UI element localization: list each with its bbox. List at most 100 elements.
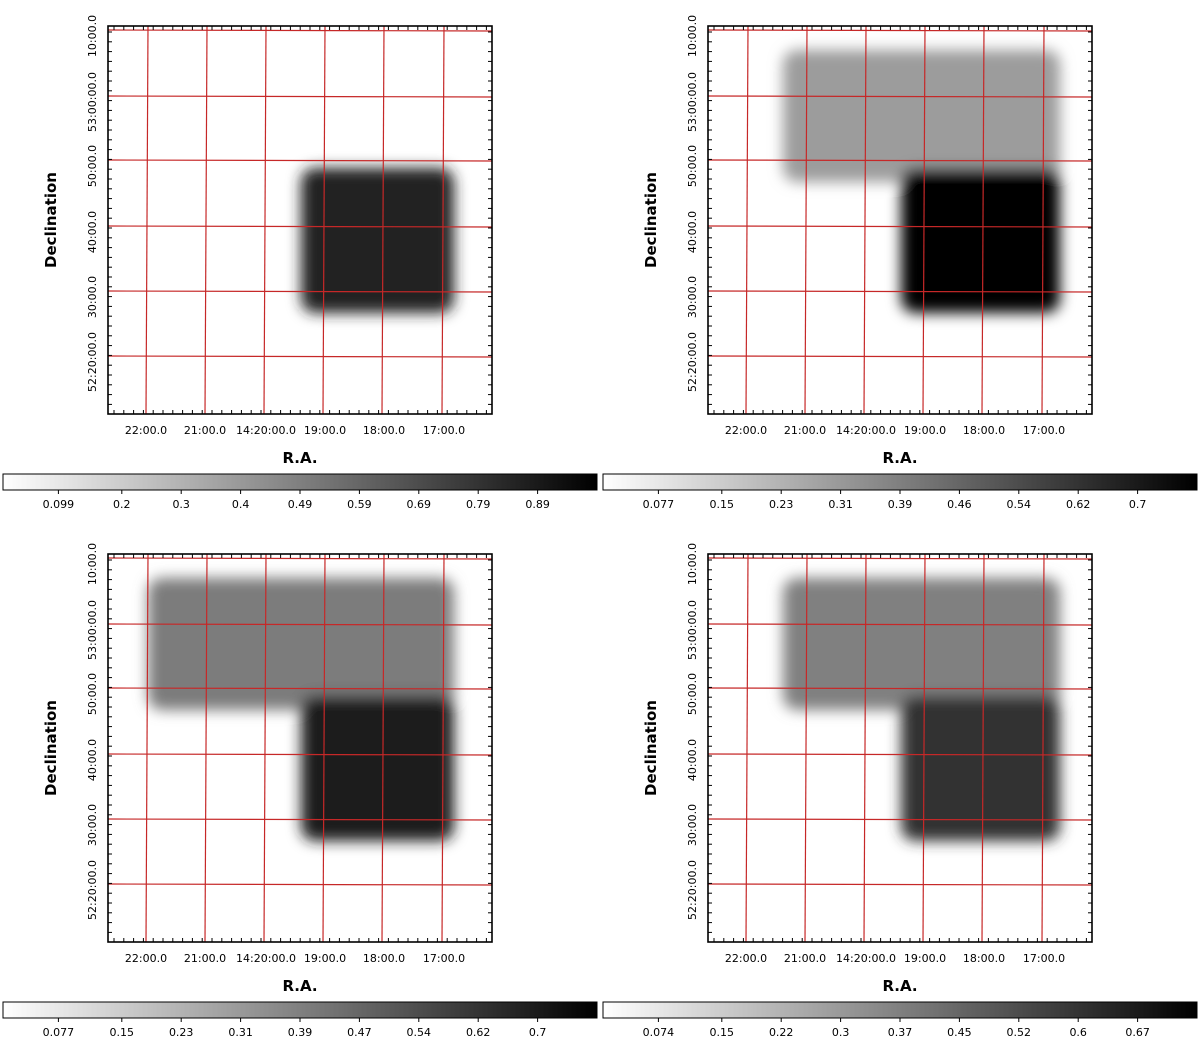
colorbar-tick-label: 0.15 — [110, 1026, 135, 1039]
ra-grid-line — [1041, 25, 1045, 415]
x-tick-label: 14:20:00.0 — [836, 952, 896, 965]
dec-grid-line — [707, 883, 1093, 886]
dec-grid-line — [707, 290, 1093, 293]
colorbar-tick-label: 0.37 — [888, 1026, 913, 1039]
ra-grid-line — [981, 25, 985, 415]
chart-svg-1: 22:00.0 21:00.0 14:20:00.0 19:00.0 18:00.0 17… — [2, 15, 598, 511]
dec-grid-line — [707, 687, 1093, 690]
dec-grid-line — [707, 29, 1093, 32]
panel-2: 22:00.0 21:00.0 14:20:00.0 19:00.0 18:00.0 17… — [600, 0, 1200, 528]
x-tick-label: 22:00.0 — [725, 424, 767, 437]
colorbar-tick-label: 0.23 — [169, 1026, 194, 1039]
colorbar-tick-label: 0.4 — [232, 498, 250, 511]
dec-grid-line — [107, 355, 493, 358]
colorbar-tick-label: 0.89 — [525, 498, 550, 511]
colorbar-tick-label: 0.52 — [1007, 1026, 1032, 1039]
x-tick-label: 21:00.0 — [784, 424, 826, 437]
x-tick-label: 14:20:00.0 — [236, 952, 296, 965]
ra-grid-line — [745, 553, 749, 943]
y-axis-title: Declination — [42, 172, 60, 268]
y-tick-label: 53:00:00.0 — [686, 600, 699, 660]
y-axis-title: Declination — [42, 700, 60, 796]
x-tick-label: 18:00.0 — [363, 952, 405, 965]
ra-grid-line — [145, 553, 149, 943]
colorbar-tick-label: 0.49 — [288, 498, 313, 511]
x-tick-label: 18:00.0 — [363, 424, 405, 437]
y-tick-label: 40:00.0 — [686, 739, 699, 781]
dec-grid-line — [707, 818, 1093, 821]
x-tick-label: 19:00.0 — [304, 952, 346, 965]
dec-grid-line — [107, 290, 493, 293]
colorbar-tick-label: 0.45 — [947, 1026, 972, 1039]
x-tick-label: 21:00.0 — [184, 424, 226, 437]
y-tick-label: 50:00.0 — [686, 673, 699, 715]
ra-grid-line — [863, 25, 867, 415]
x-tick-label: 21:00.0 — [784, 952, 826, 965]
dec-grid-line — [707, 753, 1093, 756]
x-axis-title: R.A. — [882, 449, 917, 467]
coverage-region — [301, 168, 454, 313]
colorbar-tick-label: 0.62 — [466, 1026, 491, 1039]
dec-grid-line — [107, 753, 493, 756]
dec-grid-line — [107, 623, 493, 626]
colorbar-tick-label: 0.23 — [769, 498, 794, 511]
dec-grid-line — [107, 818, 493, 821]
x-tick-label: 22:00.0 — [125, 424, 167, 437]
coverage-region — [901, 168, 1060, 313]
x-tick-label: 19:00.0 — [304, 424, 346, 437]
colorbar — [2, 1001, 598, 1019]
ra-grid-line — [263, 25, 267, 415]
colorbar-tick-label: 0.2 — [113, 498, 131, 511]
x-axis-title: R.A. — [282, 977, 317, 995]
dec-grid-line — [707, 355, 1093, 358]
colorbar-tick-label: 0.39 — [888, 498, 913, 511]
y-tick-label: 50:00.0 — [686, 145, 699, 187]
dec-grid-line — [107, 95, 493, 98]
x-tick-label: 18:00.0 — [963, 952, 1005, 965]
ra-grid-line — [381, 25, 385, 415]
y-tick-label: 53:00:00.0 — [86, 72, 99, 132]
coverage-region — [783, 50, 1060, 182]
dec-grid-line — [107, 557, 493, 560]
y-tick-label: 10:00.0 — [686, 15, 699, 57]
colorbar-tick-label: 0.6 — [1069, 1026, 1087, 1039]
x-tick-label: 19:00.0 — [904, 424, 946, 437]
colorbar-tick-label: 0.59 — [347, 498, 372, 511]
coverage-region — [301, 696, 454, 841]
colorbar-tick-label: 0.22 — [769, 1026, 794, 1039]
x-tick-label: 22:00.0 — [125, 952, 167, 965]
colorbar-tick-label: 0.15 — [710, 1026, 735, 1039]
colorbar-tick-label: 0.077 — [643, 498, 675, 511]
y-tick-label: 30:00.0 — [686, 276, 699, 318]
y-tick-label: 52:20:00.0 — [86, 332, 99, 392]
colorbar-tick-label: 0.3 — [832, 1026, 850, 1039]
ra-grid-line — [381, 553, 385, 943]
coverage-layer — [301, 168, 454, 313]
colorbar-tick-label: 0.79 — [466, 498, 491, 511]
dec-grid-line — [707, 159, 1093, 162]
x-tick-label: 17:00.0 — [423, 424, 465, 437]
x-tick-label: 17:00.0 — [1023, 952, 1065, 965]
x-tick-label: 17:00.0 — [1023, 424, 1065, 437]
dec-grid-line — [107, 159, 493, 162]
ra-grid-line — [1041, 553, 1045, 943]
x-tick-label: 18:00.0 — [963, 424, 1005, 437]
colorbar-tick-label: 0.074 — [643, 1026, 675, 1039]
x-tick-label: 22:00.0 — [725, 952, 767, 965]
ra-grid-line — [441, 553, 445, 943]
dec-grid-line — [107, 225, 493, 228]
y-tick-label: 53:00:00.0 — [86, 600, 99, 660]
y-tick-label: 40:00.0 — [686, 211, 699, 253]
chart-svg-3: 22:00.0 21:00.0 14:20:00.0 19:00.0 18:00.0 17… — [2, 543, 598, 1039]
dec-grid-line — [107, 687, 493, 690]
x-axis-title: R.A. — [882, 977, 917, 995]
chart-svg-2: 22:00.0 21:00.0 14:20:00.0 19:00.0 18:00.0 17… — [602, 15, 1198, 511]
ra-grid-line — [804, 25, 808, 415]
coverage-region — [901, 696, 1060, 841]
colorbar — [2, 473, 598, 491]
colorbar-tick-label: 0.54 — [1007, 498, 1032, 511]
y-tick-label: 10:00.0 — [86, 15, 99, 57]
y-tick-label: 30:00.0 — [86, 804, 99, 846]
colorbar-tick-label: 0.39 — [288, 1026, 313, 1039]
ra-grid-line — [322, 25, 326, 415]
